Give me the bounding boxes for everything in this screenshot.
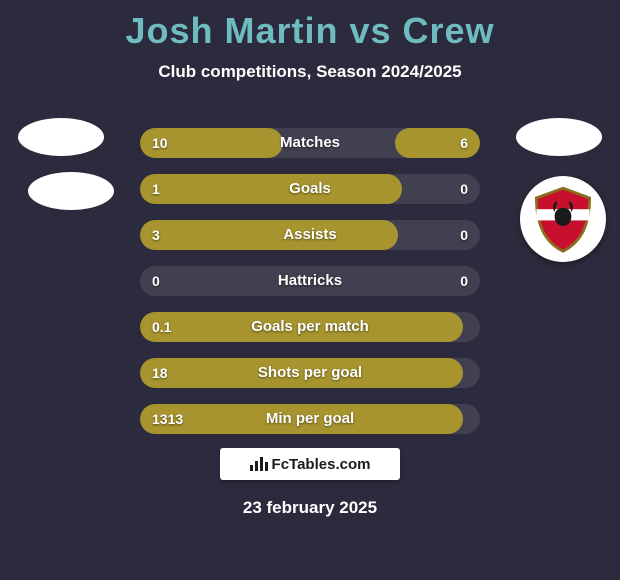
stat-value-right: 0 [460, 266, 468, 296]
stat-fill-left [140, 312, 463, 342]
stat-track: Matches106 [140, 128, 480, 158]
page-subtitle: Club competitions, Season 2024/2025 [0, 62, 620, 82]
fctables-logo: FcTables.com [250, 456, 371, 473]
stat-label: Hattricks [140, 266, 480, 296]
stat-row: Goals per match0.1 [0, 304, 620, 350]
page-title: Josh Martin vs Crew [0, 0, 620, 52]
date-label: 23 february 2025 [0, 498, 620, 518]
stat-value-right: 0 [460, 174, 468, 204]
stat-row: Shots per goal18 [0, 350, 620, 396]
stat-track: Assists30 [140, 220, 480, 250]
stat-row: Goals10 [0, 166, 620, 212]
stat-track: Goals10 [140, 174, 480, 204]
stat-fill-left [140, 358, 463, 388]
stat-track: Goals per match0.1 [140, 312, 480, 342]
stat-row: Min per goal1313 [0, 396, 620, 442]
stat-track: Shots per goal18 [140, 358, 480, 388]
stat-fill-left [140, 128, 283, 158]
stat-row: Matches106 [0, 120, 620, 166]
stat-fill-left [140, 220, 398, 250]
stat-track: Min per goal1313 [140, 404, 480, 434]
stat-row: Assists30 [0, 212, 620, 258]
fctables-label: FcTables.com [272, 456, 371, 473]
bars-icon [250, 457, 268, 471]
fctables-watermark: FcTables.com [220, 448, 400, 480]
stat-track: Hattricks0 0 [140, 266, 480, 296]
stat-value-right: 0 [460, 220, 468, 250]
stats-area: Matches106Goals10Assists30Hattricks00Goa… [0, 120, 620, 442]
stat-value-left: 0 [152, 266, 160, 296]
stat-fill-left [140, 174, 402, 204]
stat-fill-left [140, 404, 463, 434]
stat-row: Hattricks0 0 [0, 258, 620, 304]
stat-fill-right [395, 128, 480, 158]
comparison-infographic: Josh Martin vs Crew Club competitions, S… [0, 0, 620, 580]
